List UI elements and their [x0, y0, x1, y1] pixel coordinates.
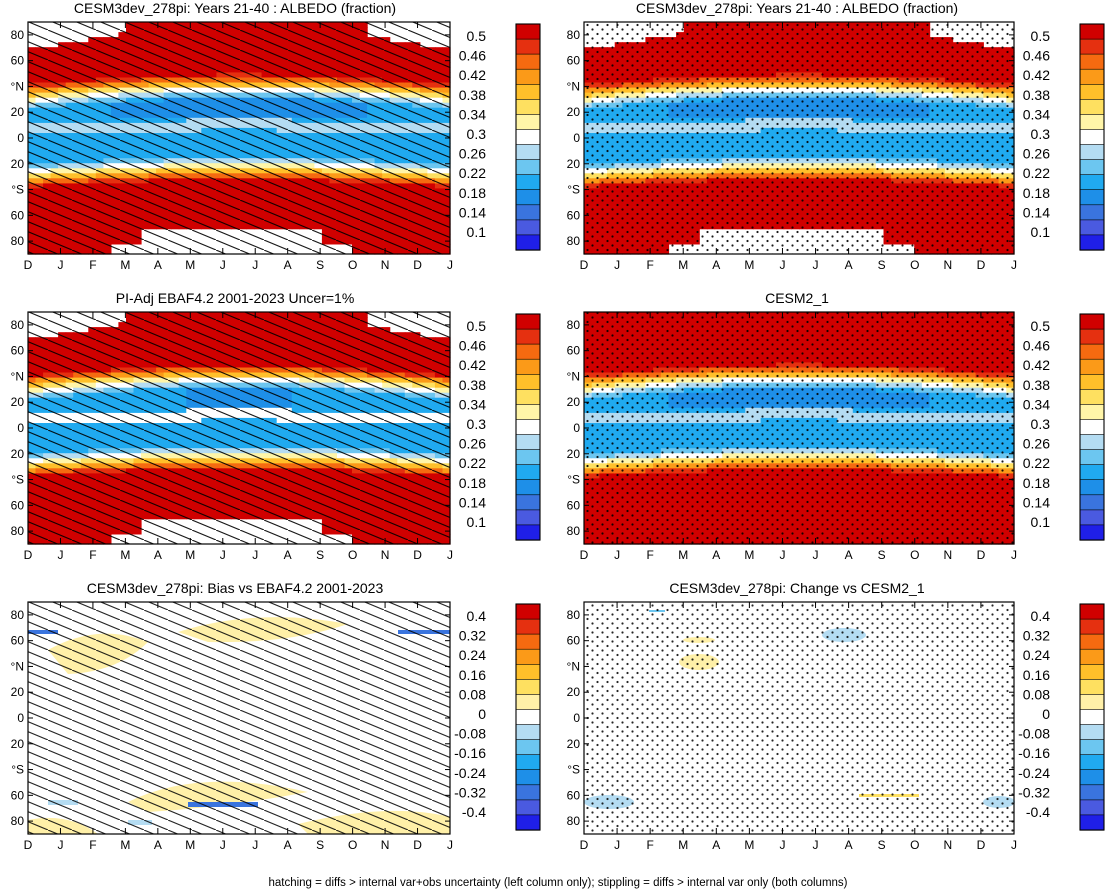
y-tick-label: °N: [11, 79, 24, 93]
y-tick-label: 0: [573, 131, 580, 145]
panel-title: PI-Adj EBAF4.2 2001-2023 Uncer=1%: [116, 290, 355, 306]
panel-top-left: CESM3dev_278pi: Years 21-40 : ALBEDO (fr…: [11, 0, 453, 272]
y-tick-label: 0: [17, 131, 24, 145]
x-tick-label: A: [845, 258, 853, 272]
y-tick-label: °S: [567, 183, 580, 197]
y-tick-label: 20: [567, 157, 581, 171]
y-tick-label: 80: [567, 234, 581, 248]
x-tick-label: A: [284, 258, 292, 272]
panel-top-right: CESM3dev_278pi: Years 21-40 : ALBEDO (fr…: [567, 0, 1017, 272]
x-tick-label: D: [413, 258, 422, 272]
plot-area: D J F M A M J J A S O N D J 80 60 °N 20 0 20 °S 60 80: [567, 21, 1017, 272]
x-tick-label: A: [154, 258, 162, 272]
x-tick-label: M: [120, 258, 130, 272]
x-tick-label: D: [580, 258, 589, 272]
y-tick-label: °S: [11, 183, 24, 197]
x-tick-label: M: [185, 258, 195, 272]
x-tick-label: S: [878, 258, 886, 272]
x-tick-label: J: [220, 258, 226, 272]
x-tick-label: M: [744, 258, 754, 272]
x-tick-label: J: [252, 258, 258, 272]
y-tick-label: 60: [567, 54, 581, 68]
x-tick-label: J: [447, 258, 453, 272]
x-tick-label: F: [646, 258, 653, 272]
x-tick-label: J: [57, 258, 63, 272]
stip-overlay: [584, 22, 1014, 254]
x-tick-label: J: [813, 258, 819, 272]
x-tick-label: O: [910, 258, 919, 272]
y-tick-label: °N: [567, 79, 580, 93]
x-tick-label: M: [678, 258, 688, 272]
x-tick-label: J: [779, 258, 785, 272]
x-tick-label: D: [977, 258, 986, 272]
y-tick-label: 80: [11, 234, 25, 248]
x-tick-label: N: [944, 258, 953, 272]
panel-title: CESM3dev_278pi: Years 21-40 : ALBEDO (fr…: [636, 0, 958, 16]
x-tick-label: N: [381, 258, 390, 272]
y-tick-label: 60: [567, 208, 581, 222]
y-tick-label: 60: [11, 208, 25, 222]
hatch-overlay: [28, 22, 450, 254]
y-tick-label: 20: [11, 157, 25, 171]
y-tick-label: 20: [567, 105, 581, 119]
x-tick-label: D: [24, 258, 33, 272]
y-tick-label: 20: [11, 105, 25, 119]
y-tick-label: 60: [11, 54, 25, 68]
x-tick-label: F: [89, 258, 96, 272]
x-tick-label: J: [614, 258, 620, 272]
x-tick-label: O: [348, 258, 357, 272]
x-tick-label: A: [712, 258, 720, 272]
panel-title: CESM3dev_278pi: Years 21-40 : ALBEDO (fr…: [74, 0, 396, 16]
plot-area: D J F M A M J J A S O N D J 80 60 °N 20 0 20 °S 60 80: [11, 21, 453, 272]
x-tick-label: S: [316, 258, 324, 272]
y-tick-label: 80: [11, 28, 25, 42]
x-tick-label: J: [1011, 258, 1017, 272]
y-tick-label: 80: [567, 28, 581, 42]
